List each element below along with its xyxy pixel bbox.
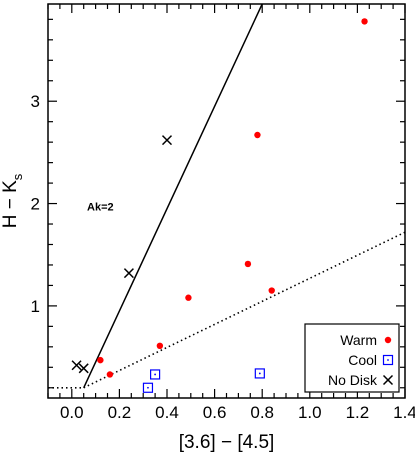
- x-tick-label: 1.0: [298, 403, 322, 422]
- y-axis-label-main: H − K: [0, 180, 21, 228]
- no-disk-point: [71, 360, 82, 371]
- warm-point: [156, 342, 164, 350]
- y-tick-label: 1: [31, 297, 40, 316]
- y-axis-label-subscript: s: [10, 173, 25, 180]
- x-tick-label: 0.8: [250, 403, 274, 422]
- cool-point-box: [254, 368, 265, 379]
- x-axis-label: [3.6] − [4.5]: [179, 432, 275, 453]
- legend-label-no-disk: No Disk: [328, 372, 378, 388]
- x-tick-label: 1.2: [346, 403, 370, 422]
- x-tick-label: 1.4: [393, 403, 415, 422]
- legend-label-cool: Cool: [348, 352, 377, 368]
- no-disk-point-stroke-b: [161, 135, 173, 146]
- dotted-boundary-line: [83, 231, 406, 389]
- warm-point: [244, 260, 252, 268]
- cool-point: [142, 382, 154, 393]
- legend-marker-cool-box: [382, 354, 394, 366]
- x-tick-label: 0.0: [60, 403, 84, 422]
- legend-marker-cool-dot: [387, 359, 389, 361]
- x-tick-label: 0.6: [203, 403, 227, 422]
- cool-point-dot: [258, 372, 261, 375]
- warm-point: [106, 371, 114, 378]
- legend-marker-warm: [384, 336, 392, 344]
- no-disk-point: [78, 363, 89, 374]
- warm-point: [254, 131, 261, 139]
- legend-marker-cool: [382, 354, 394, 366]
- reddening-annotation: Ak=2: [87, 202, 114, 214]
- warm-point: [268, 287, 275, 294]
- legend-marker-no-disk: [382, 374, 394, 386]
- no-disk-point-stroke-b: [78, 363, 89, 374]
- y-axis-label: H − Ks: [0, 173, 25, 228]
- cool-point-dot: [147, 386, 149, 389]
- no-disk-point: [161, 135, 173, 146]
- cool-point-box: [142, 382, 154, 393]
- reddening-vector-line: [83, 3, 263, 389]
- cool-point: [150, 369, 161, 380]
- warm-point: [97, 356, 104, 364]
- y-tick-label: 3: [31, 92, 40, 111]
- cool-point: [254, 368, 265, 379]
- legend-marker-no-disk-stroke-b: [382, 374, 394, 386]
- warm-point: [361, 18, 368, 25]
- cool-point-box: [150, 369, 161, 380]
- cool-point-dot: [154, 373, 157, 376]
- x-tick-label: 0.4: [155, 403, 179, 422]
- no-disk-point-stroke-b: [123, 268, 134, 279]
- y-tick-label: 2: [31, 195, 40, 214]
- warm-point: [185, 294, 192, 301]
- x-tick-label: 0.2: [108, 403, 132, 422]
- no-disk-point: [123, 268, 134, 279]
- legend-label-warm: Warm: [340, 332, 377, 348]
- no-disk-point-stroke-b: [71, 360, 82, 371]
